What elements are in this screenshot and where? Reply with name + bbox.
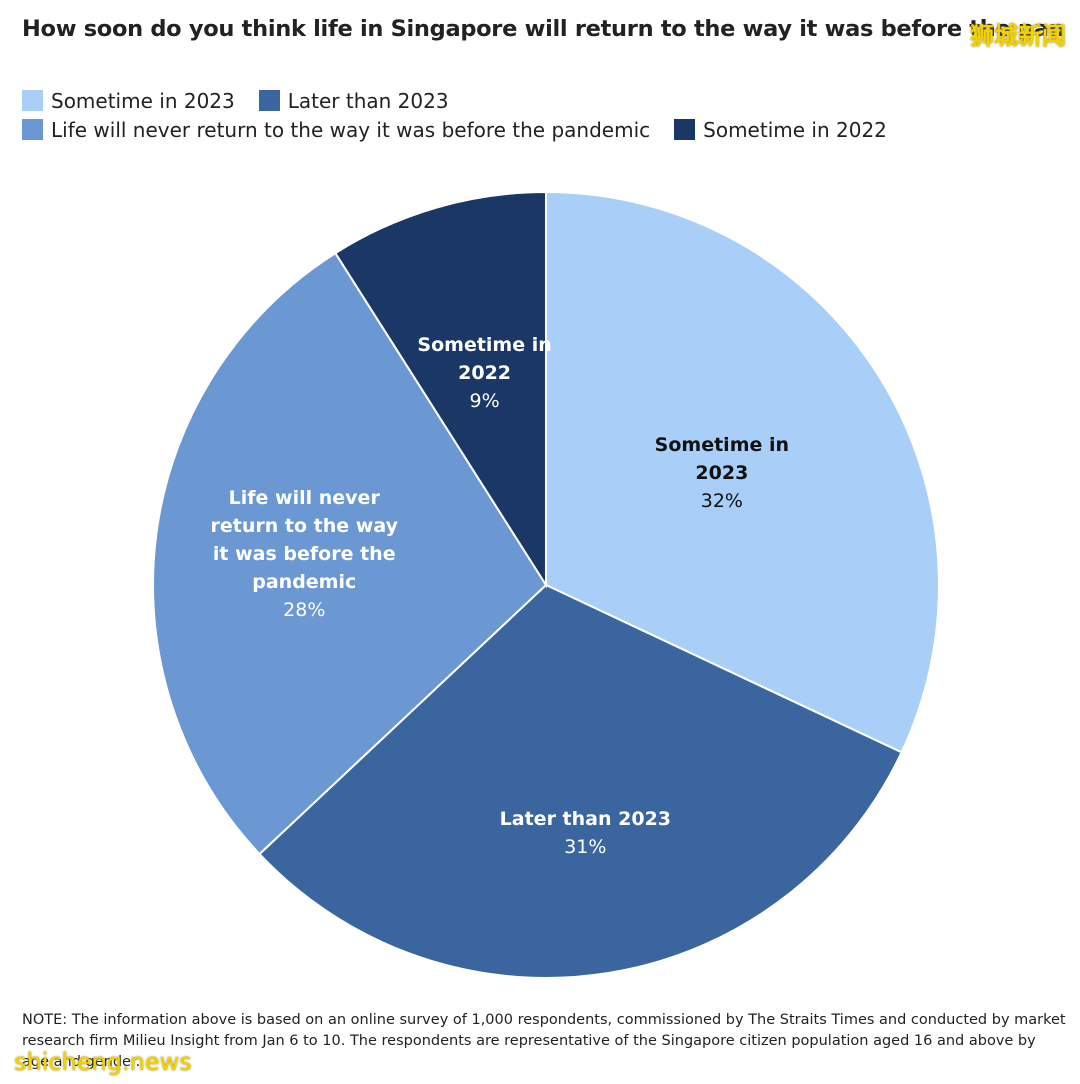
slice-label-never-return: Life will never return to the way it was b… bbox=[211, 487, 399, 621]
pie-slice-sometime-2023 bbox=[545, 190, 940, 754]
slice-label-line: return to the way bbox=[211, 515, 399, 537]
legend-swatch bbox=[258, 90, 280, 111]
pie-slice-later-than-2023 bbox=[258, 583, 903, 979]
legend-swatch bbox=[22, 119, 43, 140]
footnote: NOTE: The information above is based on … bbox=[22, 1012, 1066, 1070]
watermark-bottom: shicheng.news bbox=[14, 1048, 192, 1076]
legend-item-sometime-2022: Sometime in 2022 bbox=[674, 118, 887, 142]
chart-title: How soon do you think life in Singapore … bbox=[22, 16, 1062, 42]
legend-label: Sometime in 2023 bbox=[51, 88, 235, 113]
legend-label: Life will never return to the way it was… bbox=[51, 117, 651, 142]
watermark-top: 狮城新闻 bbox=[970, 22, 1066, 50]
slice-value-label: 28% bbox=[283, 599, 325, 621]
slice-label-line: Sometime in bbox=[655, 434, 789, 456]
legend-label: Sometime in 2022 bbox=[703, 117, 887, 142]
legend-swatch bbox=[674, 119, 696, 140]
slice-label-line: 2022 bbox=[458, 362, 511, 384]
legend-item-never-return: Life will never return to the way it was… bbox=[22, 118, 650, 142]
legend-swatch bbox=[22, 90, 43, 111]
slice-value-label: 9% bbox=[470, 390, 500, 412]
legend-item-later-than-2023: Later than 2023 bbox=[258, 88, 449, 113]
slice-value-label: 32% bbox=[701, 490, 743, 512]
pie-slice-sometime-2022 bbox=[334, 190, 547, 589]
pie-slice-never-return bbox=[151, 251, 548, 856]
slice-label-line: Life will never bbox=[229, 487, 381, 509]
slice-label-later-than-2023: Later than 2023 31% bbox=[500, 808, 671, 858]
slice-label-line: it was before the bbox=[213, 543, 396, 565]
pie-chart: Sometime in 2023 32% Later than 2023 31% Life… bbox=[151, 190, 940, 979]
slice-label-line: Sometime in bbox=[417, 334, 551, 356]
legend-row: Life will never return to the way it was… bbox=[22, 115, 1022, 144]
slice-value-label: 31% bbox=[564, 836, 606, 858]
slice-label-line: pandemic bbox=[252, 571, 356, 593]
legend-row: Sometime in 2023 Later than 2023 bbox=[22, 86, 1022, 115]
legend: Sometime in 2023 Later than 2023 Life wi… bbox=[22, 86, 1022, 144]
legend-item-sometime-2023: Sometime in 2023 bbox=[22, 89, 235, 113]
slice-label-sometime-2023: Sometime in 2023 32% bbox=[655, 434, 789, 512]
slice-label-sometime-2022: Sometime in 2022 9% bbox=[417, 334, 551, 412]
slice-label-line: Later than 2023 bbox=[500, 808, 671, 830]
slice-label-line: 2023 bbox=[695, 462, 748, 484]
legend-label: Later than 2023 bbox=[287, 88, 449, 113]
